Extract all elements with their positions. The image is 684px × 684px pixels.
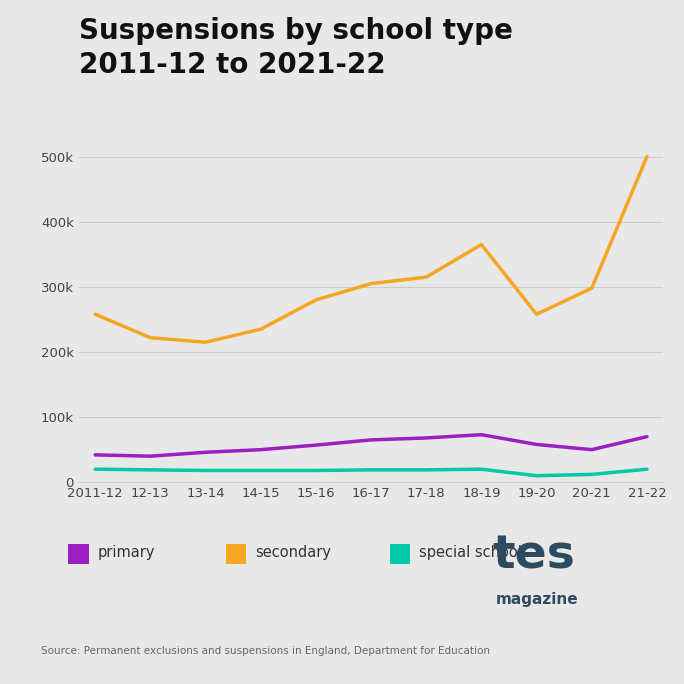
Text: Suspensions by school type
2011-12 to 2021-22: Suspensions by school type 2011-12 to 20…	[79, 17, 512, 79]
Text: Source: Permanent exclusions and suspensions in England, Department for Educatio: Source: Permanent exclusions and suspens…	[41, 646, 490, 657]
Text: tes: tes	[492, 534, 575, 579]
Text: primary: primary	[98, 545, 155, 560]
Text: special school: special school	[419, 545, 522, 560]
Text: magazine: magazine	[496, 592, 579, 607]
Text: secondary: secondary	[255, 545, 331, 560]
